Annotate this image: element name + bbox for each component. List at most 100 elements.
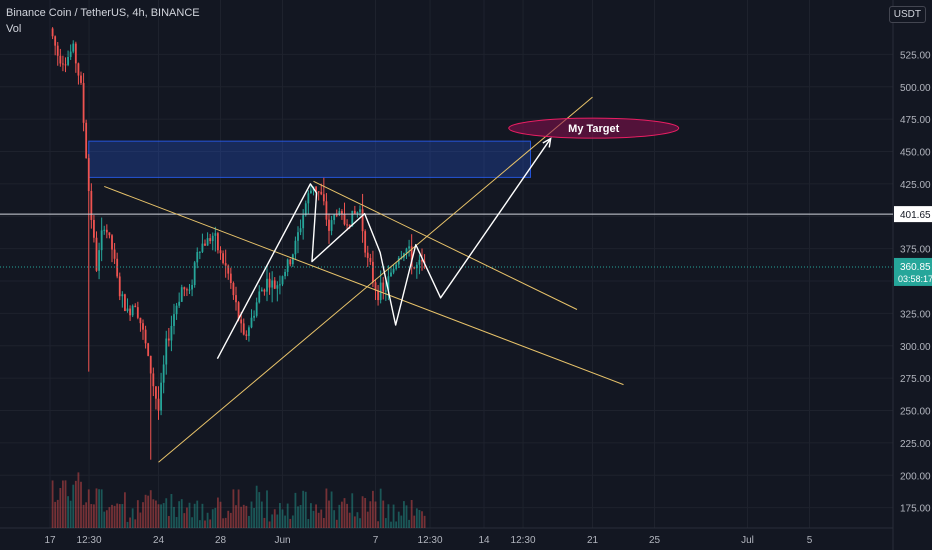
volume-bar [245, 505, 248, 528]
volume-bar [206, 512, 209, 528]
candle [69, 44, 72, 60]
candle-body [173, 314, 175, 326]
volume-bar [242, 504, 245, 528]
time-tick-label: 12:30 [77, 535, 102, 546]
candle-body [410, 246, 413, 268]
projection-path [216, 138, 552, 360]
candle [62, 55, 64, 72]
candle-body [100, 230, 103, 251]
candle-body [356, 212, 359, 214]
volume-bar [284, 515, 286, 528]
price-tick-label: 250.00 [900, 407, 931, 418]
candle [131, 304, 134, 318]
candle-body [152, 373, 155, 387]
candle-body [229, 273, 232, 284]
volume-bar [240, 506, 243, 528]
candle [85, 119, 88, 159]
candle [253, 310, 255, 322]
candle-body [85, 122, 88, 159]
candle-body [291, 254, 294, 265]
candle [111, 234, 113, 263]
candle [155, 386, 157, 410]
volume-bar [180, 499, 183, 528]
candle [90, 183, 93, 229]
candle-body [126, 308, 129, 311]
price-tick-label: 525.00 [900, 50, 931, 61]
candle-body [348, 224, 351, 227]
candle-body [240, 319, 243, 324]
candle-body [258, 291, 261, 303]
candle [116, 252, 119, 279]
candle [80, 71, 82, 85]
candle [100, 217, 103, 262]
volume-bar [302, 490, 305, 528]
volume-bar [235, 505, 237, 528]
volume-bar [126, 521, 129, 528]
volume-bar [59, 487, 62, 528]
volume-bar [364, 497, 367, 528]
time-tick-label: 25 [649, 535, 661, 546]
candle-body [183, 287, 186, 290]
candle [286, 258, 289, 277]
candle [149, 355, 152, 460]
volume-bar [255, 485, 258, 528]
candle [307, 190, 310, 215]
candle [87, 154, 90, 372]
candle-body [142, 323, 144, 330]
volume-bar [400, 515, 403, 528]
candle [330, 215, 333, 236]
candle-body [157, 398, 160, 411]
candle [284, 268, 286, 280]
volume-bars [51, 472, 426, 528]
candle [392, 264, 395, 275]
candle-body [155, 386, 157, 399]
candle [59, 48, 62, 67]
volume-bar [418, 510, 421, 528]
volume-bar [147, 495, 150, 528]
candle-body [134, 305, 137, 308]
candle-body [330, 220, 333, 231]
candle-body [93, 219, 95, 238]
candle-body [193, 262, 196, 285]
candle [183, 286, 186, 297]
volume-bar [98, 489, 100, 528]
candle-body [227, 265, 230, 274]
currency-badge[interactable]: USDT [888, 6, 926, 23]
volume-bar [219, 501, 222, 528]
candle-body [335, 214, 338, 216]
candle [214, 226, 217, 252]
volume-bar [390, 521, 392, 528]
candle-body [217, 233, 219, 251]
candle-body [266, 278, 268, 292]
candle [281, 275, 284, 287]
candle [273, 277, 276, 290]
volume-bar [64, 480, 67, 528]
volume-bar [369, 501, 372, 528]
volume-bar [129, 517, 131, 528]
volume-bar [175, 516, 178, 528]
candle [64, 57, 67, 73]
candle [382, 277, 385, 300]
volume-bar [328, 500, 330, 528]
candle [93, 215, 95, 243]
candle [167, 327, 170, 347]
volume-bar [124, 492, 126, 528]
volume-bar [299, 505, 302, 528]
candle-body [196, 252, 199, 263]
volume-bar [136, 500, 139, 528]
candle-body [64, 64, 67, 66]
volume-bar [333, 510, 336, 528]
volume-bar [351, 493, 354, 528]
price-tick-label: 200.00 [900, 471, 931, 482]
volume-bar [310, 503, 312, 528]
trendline [104, 185, 624, 386]
volume-bar [268, 521, 271, 528]
candle [353, 205, 356, 215]
volume-bar [356, 512, 359, 528]
candle [157, 386, 160, 420]
candle-body [286, 259, 289, 272]
volume-bar [291, 515, 294, 528]
volume-bar [271, 514, 274, 528]
volume-bar [183, 513, 186, 528]
